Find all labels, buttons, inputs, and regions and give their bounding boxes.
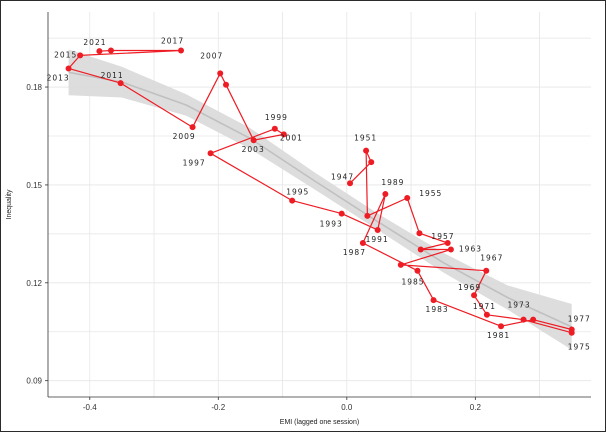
y-tick-label: 0.15 [26, 181, 42, 190]
point-1977 [568, 326, 575, 333]
point-1971 [483, 311, 490, 318]
smooth-line [68, 71, 573, 328]
x-tick-label: -0.4 [83, 403, 97, 412]
point-1983 [430, 297, 437, 304]
label-1985: 1985 [401, 278, 424, 287]
point-1947 [347, 180, 354, 187]
point-1965 [397, 261, 404, 268]
label-2007: 2007 [200, 51, 223, 60]
label-1955: 1955 [419, 189, 442, 198]
label-2015: 2015 [54, 50, 77, 59]
point-1981 [498, 323, 505, 330]
label-2003: 2003 [242, 145, 265, 154]
point-1987 [359, 240, 366, 246]
point-2001 [280, 131, 287, 138]
point-2011 [117, 80, 124, 87]
label-1987: 1987 [343, 248, 366, 257]
point-2005 [223, 81, 230, 88]
point-1969 [471, 292, 478, 299]
point-2019 [107, 47, 114, 54]
point-2013 [65, 65, 72, 72]
label-1981: 1981 [487, 331, 510, 340]
label-1969: 1969 [458, 283, 481, 292]
point-2009 [189, 124, 196, 131]
trajectory-line [67, 49, 573, 334]
point-1997 [207, 150, 214, 157]
point-2015 [77, 52, 84, 59]
point-1995 [289, 197, 296, 204]
label-1967: 1967 [480, 254, 503, 263]
label-1991: 1991 [366, 235, 389, 244]
point-1961 [417, 246, 424, 253]
data-points [65, 47, 575, 336]
confidence-band [68, 49, 572, 350]
y-axis-label: Inequality [6, 189, 13, 219]
point-1967 [483, 267, 490, 274]
label-2011: 2011 [101, 71, 124, 80]
point-1963 [447, 246, 454, 253]
point-2017 [178, 47, 185, 54]
point-2021 [96, 48, 103, 55]
y-ticks: 0.09 0.12 0.15 0.18 [26, 83, 48, 386]
point-1973 [520, 316, 527, 323]
label-1995: 1995 [286, 188, 309, 197]
point-1959 [444, 240, 451, 246]
y-tick-label: 0.09 [26, 377, 42, 386]
point-1979 [530, 316, 537, 323]
x-axis-label: EMI (lagged one session) [280, 419, 359, 426]
label-2001: 2001 [280, 133, 303, 142]
label-1951: 1951 [354, 134, 377, 143]
axes: -0.4 -0.2 0.0 0.2 0.09 0.12 0.15 0.18 EMI (lag… [6, 12, 591, 426]
label-2017: 2017 [161, 37, 184, 46]
label-2021: 2021 [83, 38, 106, 47]
smooth-fit-line [68, 71, 573, 328]
y-tick-label: 0.18 [26, 83, 42, 92]
x-tick-label: 0.0 [341, 403, 353, 412]
point-1991 [374, 226, 381, 233]
y-tick-label: 0.12 [26, 279, 42, 288]
label-1973: 1973 [508, 301, 531, 310]
label-2009: 2009 [173, 132, 196, 141]
x-tick-label: 0.2 [470, 403, 482, 412]
point-1949 [368, 159, 375, 166]
point-1985 [414, 267, 421, 274]
point-1957 [416, 230, 423, 237]
label-2013: 2013 [47, 73, 70, 82]
gridlines [48, 12, 591, 397]
x-ticks: -0.4 -0.2 0.0 0.2 [83, 397, 482, 412]
label-1947: 1947 [331, 172, 354, 181]
label-1975: 1975 [568, 343, 591, 352]
label-1989: 1989 [381, 178, 404, 187]
confidence-band-area [68, 49, 572, 350]
point-1989 [382, 191, 389, 198]
label-1983: 1983 [426, 305, 449, 314]
label-1977: 1977 [568, 314, 591, 323]
label-1999: 1999 [265, 113, 288, 122]
point-1951 [363, 147, 370, 154]
label-1971: 1971 [473, 302, 496, 311]
point-1955 [404, 194, 411, 201]
point-1999 [271, 125, 278, 132]
trajectory [67, 49, 573, 334]
point-1953 [364, 212, 371, 219]
label-1997: 1997 [183, 158, 206, 167]
point-1993 [338, 210, 345, 217]
point-2003 [250, 137, 257, 144]
label-1957: 1957 [431, 232, 454, 241]
label-1993: 1993 [320, 220, 343, 229]
label-1963: 1963 [459, 245, 482, 254]
x-tick-label: -0.2 [211, 403, 225, 412]
point-2007 [217, 70, 224, 77]
